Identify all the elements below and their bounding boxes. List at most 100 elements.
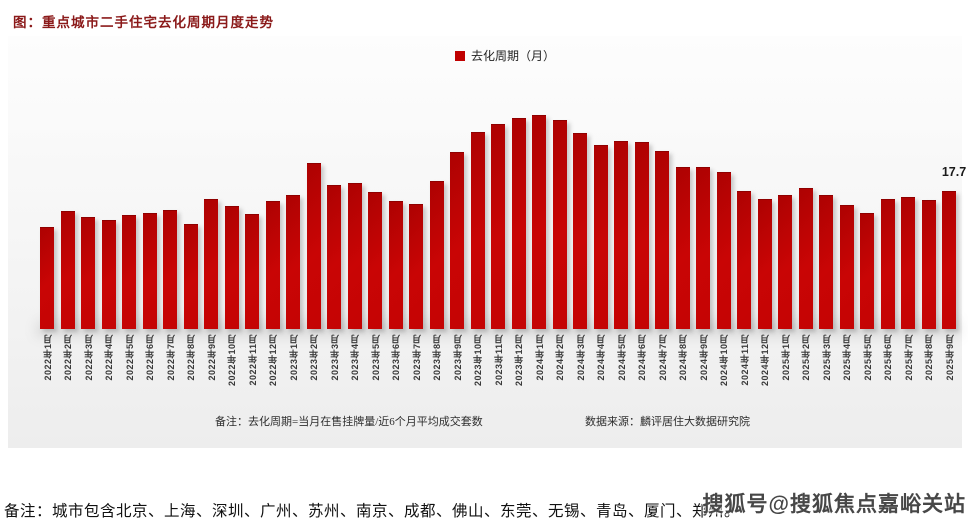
legend: 去化周期（月） bbox=[455, 47, 555, 64]
bar bbox=[716, 172, 731, 329]
x-axis-label: 2024年2月 bbox=[555, 334, 565, 381]
x-axis-label: 2022年7月 bbox=[165, 334, 176, 381]
bar bbox=[122, 214, 136, 329]
watermark: 搜狐号@搜狐焦点嘉峪关站 bbox=[702, 493, 966, 516]
bar bbox=[224, 206, 239, 329]
x-axis-label: 2023年12月 bbox=[514, 334, 524, 387]
x-axis-label: 2024年4月 bbox=[596, 334, 606, 381]
bar bbox=[347, 182, 362, 329]
bar bbox=[60, 211, 75, 329]
bar bbox=[634, 142, 649, 329]
bar bbox=[491, 124, 505, 329]
bar bbox=[655, 150, 669, 329]
x-axis-label: 2023年3月 bbox=[329, 334, 340, 381]
bar bbox=[593, 145, 608, 329]
x-axis-label: 2022年3月 bbox=[83, 334, 94, 381]
bar bbox=[573, 132, 587, 329]
bar bbox=[860, 212, 874, 329]
x-axis-label: 2023年8月 bbox=[432, 334, 442, 381]
x-axis-label: 2025年5月 bbox=[862, 334, 873, 381]
bar bbox=[327, 185, 341, 329]
bar bbox=[450, 151, 464, 329]
bar bbox=[470, 132, 485, 329]
x-axis-label: 2024年7月 bbox=[657, 334, 668, 381]
chart-title: 图：重点城市二手住宅去化周期月度走势 bbox=[13, 15, 274, 30]
bar bbox=[163, 209, 177, 329]
x-axis-label: 2022年1月 bbox=[42, 334, 53, 381]
bar bbox=[880, 199, 895, 329]
x-axis-label: 2024年1月 bbox=[534, 334, 545, 381]
bar bbox=[40, 227, 54, 329]
bar bbox=[532, 115, 546, 329]
x-axis-label: 2022年11月 bbox=[247, 334, 258, 386]
bar bbox=[409, 204, 423, 329]
bar bbox=[306, 162, 321, 329]
bar bbox=[388, 200, 403, 329]
x-axis-label: 2024年9月 bbox=[698, 334, 709, 381]
x-axis-label: 2024年5月 bbox=[616, 334, 627, 381]
bar bbox=[839, 204, 854, 329]
x-axis-label: 2022年8月 bbox=[186, 334, 196, 381]
bar bbox=[942, 190, 956, 329]
x-axis-label: 2023年6月 bbox=[391, 334, 401, 381]
x-axis-label: 2023年4月 bbox=[350, 334, 360, 381]
cities-note: 备注：城市包含北京、上海、深圳、广州、苏州、南京、成都、佛山、东莞、无锡、青岛、… bbox=[4, 503, 741, 520]
x-axis-label: 2025年1月 bbox=[780, 334, 791, 381]
bar bbox=[819, 195, 833, 329]
x-axis-label: 2024年6月 bbox=[637, 334, 647, 381]
bar bbox=[142, 212, 157, 329]
x-axis-label: 2025年2月 bbox=[801, 334, 811, 381]
x-axis-label: 2024年8月 bbox=[678, 334, 688, 381]
legend-label: 去化周期（月） bbox=[471, 49, 556, 63]
bar bbox=[778, 194, 792, 329]
footnote-formula: 备注：去化周期=当月在售挂牌量/近6个月平均成交套数 bbox=[215, 416, 483, 428]
bar bbox=[511, 118, 526, 329]
x-axis-label: 2025年9月 bbox=[944, 334, 955, 381]
bar bbox=[245, 214, 259, 329]
x-axis-label: 2025年8月 bbox=[924, 334, 934, 381]
x-axis-label: 2025年7月 bbox=[903, 334, 914, 381]
x-axis-label: 2023年7月 bbox=[411, 334, 422, 381]
x-axis-label: 2022年10月 bbox=[227, 334, 237, 387]
x-axis-label: 2023年11月 bbox=[493, 334, 504, 386]
x-axis-label: 2023年10月 bbox=[473, 334, 483, 387]
x-axis-label: 2025年6月 bbox=[883, 334, 893, 381]
x-axis-label: 2024年11月 bbox=[739, 334, 750, 386]
bar bbox=[183, 224, 198, 329]
x-axis-label: 2024年10月 bbox=[719, 334, 729, 387]
bar bbox=[921, 200, 936, 329]
x-axis-label: 2023年1月 bbox=[288, 334, 299, 381]
x-axis-label: 2023年5月 bbox=[370, 334, 381, 381]
bar bbox=[757, 199, 772, 329]
x-axis-label: 2022年5月 bbox=[124, 334, 135, 381]
bar bbox=[204, 198, 218, 329]
bar bbox=[614, 140, 628, 329]
bar bbox=[696, 167, 710, 329]
bar bbox=[368, 192, 382, 329]
bar bbox=[552, 119, 567, 329]
x-axis-label: 2022年4月 bbox=[104, 334, 114, 381]
x-axis-label: 2023年2月 bbox=[309, 334, 319, 381]
bar bbox=[737, 190, 751, 329]
bar bbox=[81, 216, 95, 329]
plot-area: 2022年1月 2022年2月 2022年3月 2022年4月 2022年5月 2022年… bbox=[8, 36, 962, 448]
x-axis-label: 2023年9月 bbox=[452, 334, 463, 381]
bar bbox=[798, 187, 813, 329]
x-axis-label: 2022年9月 bbox=[206, 334, 217, 381]
bar bbox=[675, 167, 690, 329]
bar bbox=[429, 181, 444, 329]
x-axis-label: 2022年2月 bbox=[63, 334, 73, 381]
x-axis-label: 2025年3月 bbox=[821, 334, 832, 381]
x-axis-label: 2022年6月 bbox=[145, 334, 155, 381]
x-axis-label: 2022年12月 bbox=[268, 334, 278, 387]
footnote-source: 数据来源：麟评居住大数据研究院 bbox=[585, 416, 750, 428]
bar bbox=[286, 194, 300, 329]
legend-swatch bbox=[455, 50, 465, 61]
x-axis-label: 2025年4月 bbox=[842, 334, 852, 381]
chart-area: 去化周期（月） 2022年1月 2022年2月 2022年3月 2022年4月 2022… bbox=[8, 36, 966, 448]
x-axis-label: 2024年12月 bbox=[760, 334, 770, 387]
last-bar-value-label: 17.7 bbox=[941, 165, 967, 179]
x-axis-label: 2024年3月 bbox=[575, 334, 586, 381]
bar bbox=[901, 197, 915, 329]
